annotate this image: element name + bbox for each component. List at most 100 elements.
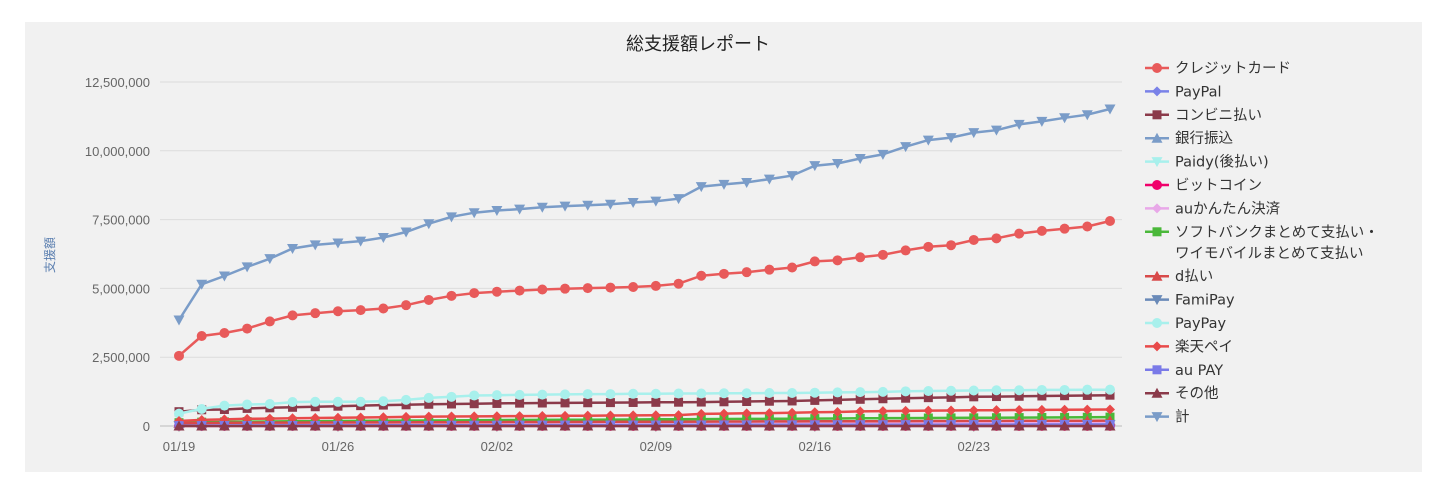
data-point: [673, 420, 685, 431]
data-point: [832, 387, 843, 398]
legend-item-7[interactable]: ソフトバンクまとめて支払い・ワイモバイルまとめて支払い: [1145, 224, 1379, 262]
data-point: [604, 199, 616, 210]
series-0: [174, 215, 1115, 361]
data-point: [1036, 404, 1047, 415]
data-point: [946, 385, 957, 396]
legend-item-4[interactable]: Paidy(後払い): [1145, 154, 1269, 171]
data-point: [264, 398, 275, 409]
x-tick-label: 02/16: [799, 439, 832, 454]
data-point: [1081, 110, 1093, 121]
data-point: [627, 198, 639, 209]
data-point: [628, 388, 639, 399]
legend-marker: [1152, 341, 1162, 352]
y-tick-label: 2,500,000: [92, 350, 150, 365]
data-point: [718, 268, 729, 279]
data-point: [696, 397, 706, 407]
data-point: [1105, 215, 1115, 226]
data-point: [514, 411, 525, 422]
data-point: [332, 396, 343, 407]
data-point: [332, 412, 343, 423]
data-point: [446, 411, 457, 422]
data-point: [287, 243, 299, 254]
data-point: [537, 398, 547, 408]
data-point: [287, 420, 299, 431]
grid-lines: [160, 81, 1122, 427]
legend-item-10[interactable]: PayPay: [1145, 316, 1227, 332]
legend-label: Paidy(後払い): [1175, 154, 1269, 171]
x-tick-label: 01/19: [163, 439, 196, 454]
x-tick-label: 01/26: [322, 439, 355, 454]
data-point: [673, 194, 685, 205]
data-point: [832, 420, 844, 431]
legend-item-13[interactable]: その他: [1145, 385, 1219, 402]
data-point: [1036, 116, 1048, 127]
data-point: [174, 350, 184, 361]
data-point: [218, 420, 230, 431]
legend-item-2[interactable]: コンビニ払い: [1145, 107, 1262, 124]
data-point: [674, 397, 684, 407]
data-point: [242, 323, 253, 334]
data-point: [219, 400, 230, 411]
data-point: [401, 300, 412, 311]
legend-label: ワイモバイルまとめて支払い: [1175, 245, 1364, 262]
data-point: [400, 227, 412, 238]
data-point: [877, 386, 888, 397]
data-point: [582, 410, 593, 421]
data-point: [923, 405, 934, 416]
data-point: [445, 420, 457, 431]
legend-item-12[interactable]: au PAY: [1145, 363, 1223, 379]
legend-item-6[interactable]: auかんたん決済: [1145, 200, 1281, 217]
data-point: [264, 420, 276, 431]
legend-item-1[interactable]: PayPal: [1145, 84, 1222, 100]
data-point: [787, 262, 798, 273]
data-point: [1059, 113, 1071, 124]
legend-item-11[interactable]: 楽天ペイ: [1145, 338, 1233, 355]
data-point: [423, 219, 435, 230]
data-point: [582, 420, 594, 431]
data-point: [650, 388, 661, 399]
data-point: [605, 410, 616, 421]
data-point: [923, 241, 934, 252]
data-point: [1013, 420, 1025, 431]
series-line: [177, 107, 1111, 321]
legend-label: 計: [1175, 409, 1190, 426]
data-point: [718, 420, 730, 431]
data-point: [991, 392, 1001, 402]
data-point: [1013, 119, 1025, 130]
data-point: [514, 420, 526, 431]
data-point: [378, 303, 389, 314]
legend-item-3[interactable]: 銀行振込: [1145, 130, 1233, 147]
data-point: [309, 240, 321, 251]
data-point: [332, 420, 344, 431]
data-point: [446, 391, 457, 402]
data-point: [764, 408, 775, 419]
data-point: [832, 255, 843, 266]
data-point: [922, 135, 934, 146]
legend-item-8[interactable]: d払い: [1145, 268, 1213, 285]
legend-item-0[interactable]: クレジットカード: [1145, 60, 1291, 77]
data-point: [991, 233, 1002, 244]
data-point: [287, 397, 298, 408]
data-point: [809, 161, 821, 172]
data-point: [696, 388, 707, 399]
data-point: [559, 420, 571, 431]
legend-item-14[interactable]: 計: [1145, 409, 1190, 426]
legend-item-9[interactable]: FamiPay: [1145, 293, 1235, 309]
data-point: [1082, 221, 1093, 232]
y-tick-label: 5,000,000: [92, 281, 150, 296]
data-point: [491, 206, 503, 217]
data-point: [582, 283, 593, 294]
data-point: [264, 254, 276, 265]
legend-marker: [1152, 227, 1162, 237]
legend-label: PayPal: [1175, 84, 1222, 100]
legend-marker: [1151, 157, 1163, 168]
data-point: [696, 408, 707, 419]
data-point: [514, 285, 525, 296]
legend-label: au PAY: [1175, 363, 1223, 379]
data-point: [377, 232, 389, 243]
y-tick-label: 7,500,000: [92, 213, 150, 228]
legend-item-5[interactable]: ビットコイン: [1145, 177, 1262, 194]
legend-marker: [1151, 295, 1163, 306]
legend-marker: [1151, 270, 1163, 281]
data-point: [628, 410, 639, 421]
